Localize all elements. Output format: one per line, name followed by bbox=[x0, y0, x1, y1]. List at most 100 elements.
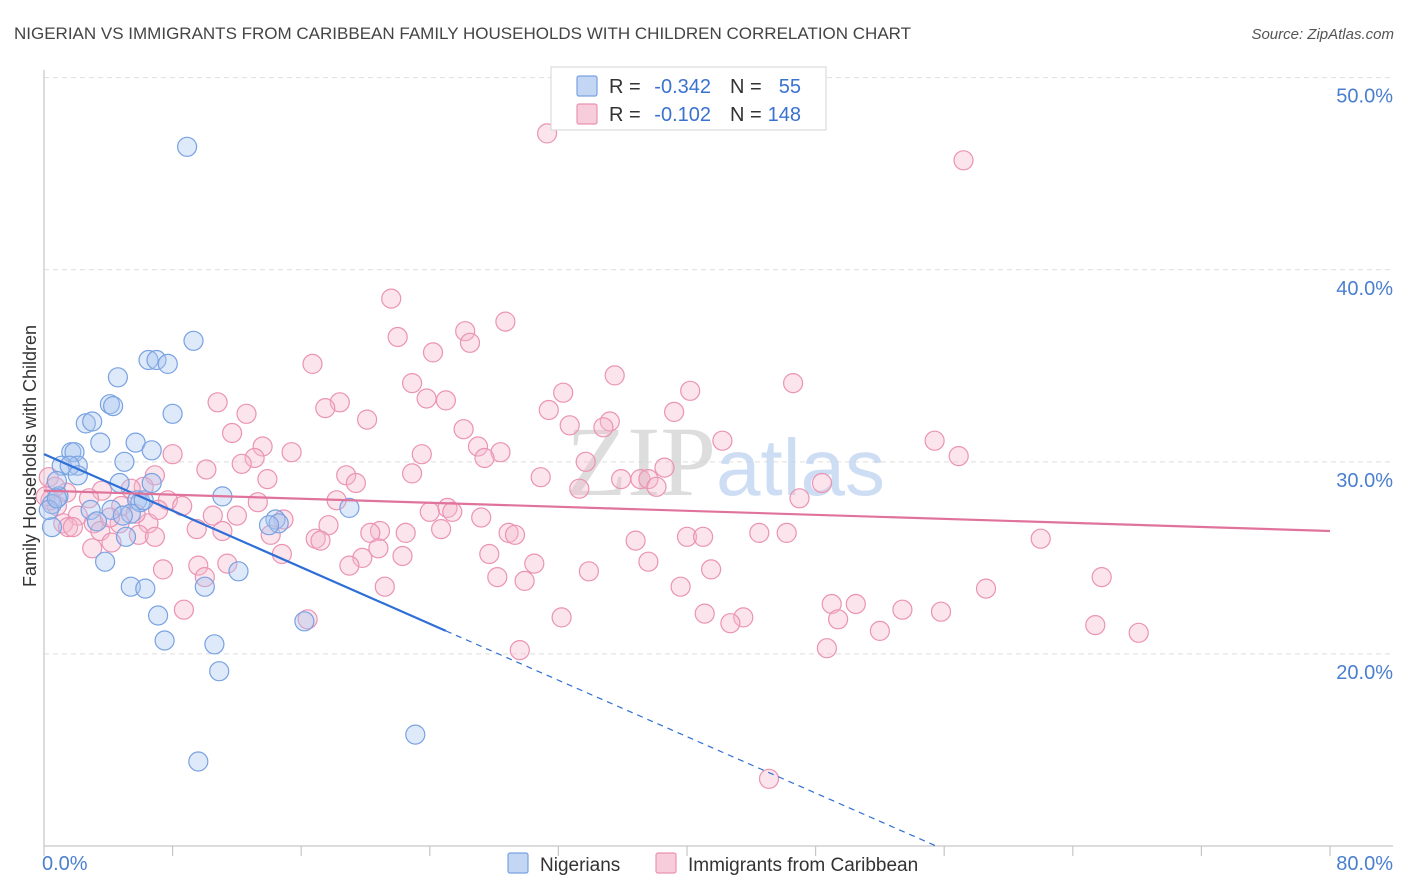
nigerians-point bbox=[183, 330, 204, 351]
caribbean-point bbox=[821, 593, 842, 615]
caribbean-point bbox=[381, 288, 402, 309]
series-legend-label-nigerians: Nigerians bbox=[540, 855, 620, 876]
caribbean-point bbox=[419, 501, 440, 522]
scatter-points bbox=[35, 123, 1149, 789]
caribbean-point bbox=[368, 538, 389, 559]
caribbean-point bbox=[638, 551, 659, 572]
caribbean-point bbox=[789, 488, 810, 509]
series-legend-swatch-nigerians bbox=[507, 852, 529, 874]
nigerians-point bbox=[339, 497, 360, 518]
caribbean-point bbox=[196, 459, 217, 480]
nigerians-point bbox=[41, 516, 63, 538]
caribbean-point bbox=[569, 478, 590, 499]
caribbean-trend-line bbox=[43, 489, 1331, 533]
nigerians-point bbox=[112, 505, 133, 526]
caribbean-point bbox=[411, 444, 432, 465]
caribbean-point bbox=[431, 518, 452, 540]
caribbean-point bbox=[924, 430, 945, 451]
caribbean-point bbox=[575, 451, 596, 472]
nigerians-point bbox=[99, 394, 121, 415]
caribbean-point bbox=[524, 553, 545, 574]
caribbean-point bbox=[471, 507, 492, 528]
caribbean-point bbox=[212, 520, 233, 542]
caribbean-point bbox=[128, 524, 149, 545]
caribbean-point bbox=[712, 430, 733, 451]
caribbean-point bbox=[490, 442, 511, 463]
nigerians-point bbox=[94, 551, 116, 572]
nigerians-point bbox=[90, 432, 111, 453]
y-tick-label: 20.0% bbox=[1336, 662, 1393, 684]
nigerians-point bbox=[294, 611, 315, 632]
caribbean-point bbox=[578, 561, 600, 582]
caribbean-point bbox=[953, 150, 974, 171]
caribbean-point bbox=[1030, 528, 1051, 549]
nigerians-trend-line bbox=[43, 453, 447, 632]
series-legend: Nigerians Immigrants from Caribbean bbox=[507, 852, 918, 876]
watermark-zip: ZIP bbox=[566, 406, 716, 517]
caribbean-point bbox=[663, 401, 685, 422]
caribbean-point bbox=[467, 436, 489, 457]
legend-n-value-caribbean: 148 bbox=[768, 104, 801, 126]
caribbean-point bbox=[680, 380, 701, 401]
series-legend-swatch-caribbean bbox=[655, 852, 677, 874]
caribbean-point bbox=[646, 476, 667, 497]
caribbean-point bbox=[387, 326, 408, 348]
x-tick-label: 80.0% bbox=[1336, 853, 1393, 875]
caribbean-point bbox=[207, 392, 228, 413]
caribbean-point bbox=[257, 469, 278, 490]
nigerians-point bbox=[107, 367, 129, 388]
legend-r-value-caribbean: -0.102 bbox=[654, 104, 711, 126]
caribbean-point bbox=[162, 444, 183, 465]
caribbean-point bbox=[1128, 622, 1149, 643]
caribbean-point bbox=[692, 526, 714, 547]
nigerians-point bbox=[64, 442, 85, 463]
caribbean-point bbox=[479, 543, 500, 565]
legend-n-label: N = bbox=[730, 104, 762, 126]
caribbean-point bbox=[310, 530, 331, 551]
nigerians-point bbox=[157, 353, 178, 374]
caribbean-point bbox=[551, 607, 572, 628]
legend-n-label: N = bbox=[730, 76, 762, 98]
nigerians-point bbox=[86, 511, 108, 532]
legend-r-label: R = bbox=[609, 104, 641, 126]
y-tick-label: 40.0% bbox=[1336, 278, 1393, 300]
nigerians-point bbox=[148, 605, 169, 626]
caribbean-point bbox=[339, 555, 360, 576]
caribbean-point bbox=[455, 321, 476, 342]
nigerians-point bbox=[209, 661, 230, 682]
caribbean-point bbox=[352, 547, 373, 569]
caribbean-point bbox=[1085, 614, 1106, 636]
stats-legend: R = -0.342 N = 55 R = -0.102 N = 148 bbox=[550, 66, 827, 131]
caribbean-point bbox=[559, 415, 580, 436]
series-legend-label-caribbean: Immigrants from Caribbean bbox=[688, 855, 918, 876]
caribbean-point bbox=[442, 501, 463, 522]
nigerians-point bbox=[154, 630, 175, 651]
gridlines: 50.0% 40.0% 30.0% 20.0% bbox=[44, 77, 1393, 684]
caribbean-point bbox=[670, 576, 691, 597]
caribbean-point bbox=[700, 559, 722, 580]
chart-title: NIGERIAN VS IMMIGRANTS FROM CARIBBEAN FA… bbox=[14, 24, 911, 43]
trend-lines bbox=[43, 453, 1331, 847]
nigerians-point bbox=[188, 751, 209, 772]
caribbean-point bbox=[302, 353, 323, 374]
caribbean-point bbox=[654, 457, 675, 478]
caribbean-point bbox=[604, 365, 625, 386]
caribbean-point bbox=[62, 516, 84, 538]
y-tick-label: 50.0% bbox=[1336, 86, 1393, 108]
caribbean-point bbox=[758, 768, 780, 789]
caribbean-point bbox=[217, 553, 238, 574]
caribbean-point bbox=[625, 530, 646, 551]
watermark: ZIP atlas bbox=[566, 406, 885, 517]
nigerians-point bbox=[125, 432, 146, 453]
nigerians-point bbox=[114, 451, 135, 472]
nigerians-point bbox=[265, 509, 286, 530]
caribbean-point bbox=[530, 467, 551, 488]
caribbean-point bbox=[188, 555, 209, 576]
caribbean-point bbox=[315, 398, 336, 419]
caribbean-point bbox=[638, 469, 659, 490]
nigerians-point bbox=[194, 576, 215, 597]
nigerians-point bbox=[46, 470, 68, 492]
caribbean-point bbox=[345, 472, 366, 494]
nigerians-point bbox=[120, 503, 141, 524]
caribbean-point bbox=[733, 607, 754, 628]
